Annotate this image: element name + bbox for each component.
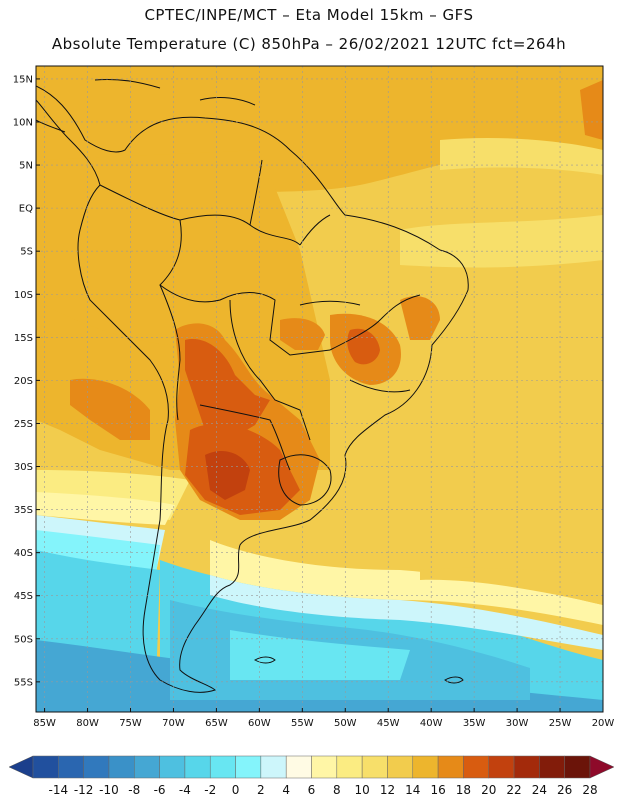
lat-tick-label: 5N xyxy=(19,161,33,172)
colorbar-tick-label: -4 xyxy=(179,783,191,797)
colorbar-tick-label: 28 xyxy=(582,783,597,797)
colorbar-swatch xyxy=(336,755,363,779)
colorbar-swatch xyxy=(564,755,591,779)
colorbar-tick-label: 14 xyxy=(405,783,420,797)
colorbar-tick-label: -12 xyxy=(74,783,94,797)
colorbar-swatch xyxy=(412,755,439,779)
colorbar-max-arrow xyxy=(589,755,615,779)
colorbar-swatch xyxy=(108,755,135,779)
lon-tick-label: 35W xyxy=(463,718,486,729)
colorbar-tick-label: 16 xyxy=(430,783,445,797)
lon-tick-label: 60W xyxy=(248,718,271,729)
lon-tick-label: 20W xyxy=(592,718,615,729)
colorbar-tick-label: 26 xyxy=(557,783,572,797)
colorbar-tick-label: 24 xyxy=(532,783,547,797)
colorbar-swatch xyxy=(260,755,287,779)
colorbar-swatch xyxy=(463,755,489,779)
latitude-labels: 15N 10N 5N EQ 5S 10S 15S 20S 25S 30S 35S 40S 45S 50S 5… xyxy=(13,74,33,688)
lat-tick-label: 15N xyxy=(13,74,33,85)
plot-frame xyxy=(35,65,604,713)
colorbar-tick-label: 8 xyxy=(333,783,341,797)
colorbar-swatch xyxy=(159,755,186,779)
chart-title-line1: CPTEC/INPE/MCT – Eta Model 15km – GFS xyxy=(144,6,474,24)
colorbar-swatch xyxy=(387,755,414,779)
colorbar-tick-label: 6 xyxy=(308,783,316,797)
colorbar-tick-label: 22 xyxy=(506,783,521,797)
colorbar-tick-label: 0 xyxy=(232,783,240,797)
colorbar-swatch xyxy=(235,755,262,779)
colorbar-swatch xyxy=(58,755,84,779)
colorbar-tick-label: -6 xyxy=(154,783,166,797)
lon-tick-label: 85W xyxy=(33,718,56,729)
colorbar-swatch xyxy=(361,755,388,779)
colorbar-swatch xyxy=(32,755,59,779)
lat-tick-label: 55S xyxy=(14,677,33,688)
colorbar-swatch xyxy=(311,755,338,779)
lon-tick-label: 30W xyxy=(506,718,529,729)
longitude-labels: 85W 80W 75W 70W 65W 60W 55W 50W 45W 40W 35W 30W 25W 2… xyxy=(33,718,614,729)
lon-tick-label: 75W xyxy=(119,718,142,729)
colorbar-swatch xyxy=(184,755,211,779)
lon-tick-label: 65W xyxy=(205,718,228,729)
colorbar-swatch xyxy=(209,755,236,779)
colorbar-swatch xyxy=(285,755,312,779)
lon-tick-label: 50W xyxy=(334,718,357,729)
lat-tick-label: 30S xyxy=(14,462,33,473)
lat-tick-label: 10S xyxy=(14,290,33,301)
lat-tick-label: 15S xyxy=(14,333,33,344)
lat-tick-label: 20S xyxy=(14,376,33,387)
colorbar-tick-label: -2 xyxy=(204,783,216,797)
lon-tick-label: 40W xyxy=(420,718,443,729)
lon-tick-label: 80W xyxy=(76,718,99,729)
colorbar-swatch xyxy=(437,755,464,779)
colorbar-tick-label: -14 xyxy=(49,783,69,797)
lat-tick-label: 5S xyxy=(20,247,33,258)
lon-tick-label: 55W xyxy=(291,718,314,729)
colorbar-swatch xyxy=(134,755,160,779)
colorbar-swatch xyxy=(513,755,540,779)
lon-tick-label: 25W xyxy=(549,718,572,729)
lat-tick-label: EQ xyxy=(19,204,33,215)
lon-tick-label: 45W xyxy=(377,718,400,729)
colorbar-tick-label: 12 xyxy=(380,783,395,797)
colorbar-tick-label: 2 xyxy=(257,783,265,797)
colorbar-tick-label: 20 xyxy=(481,783,496,797)
colorbar-tick-label: 4 xyxy=(282,783,290,797)
lat-tick-label: 45S xyxy=(14,591,33,602)
chart-title-line2: Absolute Temperature (C) 850hPa – 26/02/… xyxy=(51,35,567,53)
lat-tick-label: 40S xyxy=(14,548,33,559)
colorbar-tick-label: -10 xyxy=(99,783,119,797)
temperature-field xyxy=(36,66,603,712)
lon-tick-label: 70W xyxy=(162,718,185,729)
lat-tick-label: 10N xyxy=(13,117,33,128)
colorbar-swatch xyxy=(488,755,515,779)
colorbar-min-arrow xyxy=(8,755,34,779)
lat-tick-label: 50S xyxy=(14,634,33,645)
colorbar-swatch xyxy=(83,755,110,779)
colorbar-labels: -14 -12 -10 -8 -6 -4 -2 0 2 4 6 8 10 12 14 16 18 20 22 24 26… xyxy=(49,783,598,797)
colorbar-tick-label: -8 xyxy=(128,783,140,797)
lat-tick-label: 25S xyxy=(14,419,33,430)
colorbar-tick-label: 10 xyxy=(354,783,369,797)
axis-ticks xyxy=(36,78,604,712)
colorbar xyxy=(8,755,615,779)
colorbar-swatch xyxy=(539,755,565,779)
lat-tick-label: 35S xyxy=(14,505,33,516)
colorbar-tick-label: 18 xyxy=(456,783,471,797)
